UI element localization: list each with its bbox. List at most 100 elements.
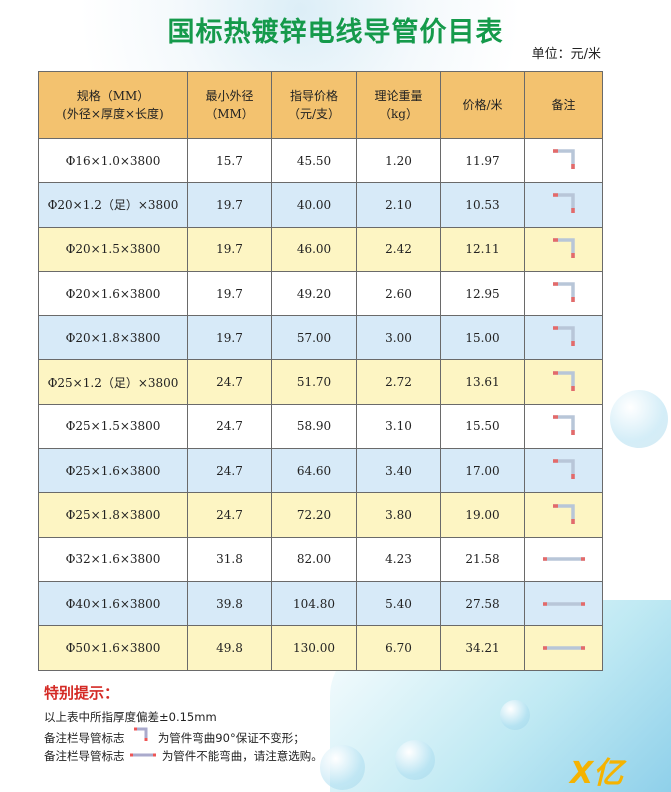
cell-weight: 3.80 (356, 492, 441, 538)
column-header: 规格（MM） (外径×厚度×长度) (38, 71, 188, 139)
bend-pipe-icon (549, 149, 579, 175)
header-text: （MM） (205, 107, 254, 121)
cell-spec: Φ20×1.5×3800 (38, 226, 188, 272)
note-line: 备注栏导管标志 为管件弯曲90°保证不变形； (44, 726, 323, 747)
note-line: 以上表中所指厚度偏差±0.15mm (44, 710, 217, 724)
brand-logo: X亿 (570, 756, 624, 791)
bend-pipe-icon (549, 503, 579, 530)
cell-price: 104.80 (271, 580, 357, 627)
cell-price: 57.00 (271, 315, 357, 361)
cell-note (524, 270, 603, 317)
bend-pipe-icon (549, 459, 579, 485)
bend-pipe-icon (549, 193, 579, 219)
cell-spec: Φ32×1.6×3800 (38, 536, 188, 582)
cell-note (524, 359, 603, 405)
column-header: 备注 (524, 71, 603, 139)
cell-per_m: 17.00 (440, 448, 525, 494)
cell-note (524, 625, 603, 671)
cell-price: 58.90 (271, 403, 357, 450)
bend-pipe-icon (549, 282, 579, 308)
column-header: 理论重量 （kg） (356, 71, 441, 139)
bend-pipe-icon (549, 326, 579, 352)
bubble-decoration (500, 700, 530, 730)
cell-weight: 1.20 (356, 137, 441, 184)
cell-weight: 5.40 (356, 580, 441, 627)
header-text: 备注 (551, 98, 576, 112)
straight-pipe-icon (541, 552, 587, 566)
bend-pipe-icon (549, 370, 579, 397)
bend-pipe-icon (549, 415, 579, 441)
cell-per_m: 27.58 (440, 580, 525, 627)
cell-od: 39.8 (187, 580, 272, 627)
cell-od: 24.7 (187, 403, 272, 450)
table-row: Φ25×1.8×3800 24.7 72.20 3.80 19.00 (38, 492, 603, 538)
cell-price: 40.00 (271, 182, 357, 228)
column-header: 指导价格 （元/支） (271, 71, 357, 139)
cell-note (524, 448, 603, 494)
cell-spec: Φ40×1.6×3800 (38, 580, 188, 627)
table-row: Φ32×1.6×3800 31.8 82.00 4.23 21.58 (38, 536, 603, 582)
cell-price: 82.00 (271, 536, 357, 582)
header-text: 理论重量 (374, 89, 423, 103)
bend-pipe-icon (134, 727, 148, 741)
cell-per_m: 12.95 (440, 270, 525, 317)
cell-spec: Φ25×1.6×3800 (38, 448, 188, 494)
cell-note (524, 137, 603, 184)
note-text: 备注栏导管标志 (44, 749, 125, 763)
cell-note (524, 226, 603, 272)
cell-per_m: 15.00 (440, 315, 525, 361)
bubble-decoration (395, 740, 435, 780)
column-header: 最小外径 （MM） (187, 71, 272, 139)
cell-note (524, 182, 603, 228)
cell-note (524, 536, 603, 582)
cell-spec: Φ25×1.2（足）×3800 (38, 359, 188, 405)
cell-spec: Φ16×1.0×3800 (38, 137, 188, 184)
table-row: Φ20×1.6×3800 19.7 49.20 2.60 12.95 (38, 270, 603, 317)
table-row: Φ25×1.5×3800 24.7 58.90 3.10 15.50 (38, 403, 603, 450)
header-text: (外径×厚度×长度) (62, 107, 164, 121)
cell-weight: 6.70 (356, 625, 441, 671)
cell-spec: Φ50×1.6×3800 (38, 625, 188, 671)
cell-od: 24.7 (187, 359, 272, 405)
table-row: Φ20×1.2（足）×3800 19.7 40.00 2.10 10.53 (38, 182, 603, 228)
cell-od: 19.7 (187, 270, 272, 317)
cell-per_m: 34.21 (440, 625, 525, 671)
cell-note (524, 315, 603, 361)
cell-note (524, 580, 603, 627)
cell-od: 24.7 (187, 492, 272, 538)
bend-pipe-icon (549, 237, 579, 264)
cell-per_m: 12.11 (440, 226, 525, 272)
column-header: 价格/米 (440, 71, 525, 139)
cell-od: 19.7 (187, 315, 272, 361)
cell-od: 31.8 (187, 536, 272, 582)
cell-price: 49.20 (271, 270, 357, 317)
bubble-decoration (610, 390, 668, 448)
cell-od: 49.8 (187, 625, 272, 671)
cell-od: 19.7 (187, 182, 272, 228)
table-row: Φ40×1.6×3800 39.8 104.80 5.40 27.58 (38, 580, 603, 627)
cell-weight: 2.72 (356, 359, 441, 405)
header-text: 价格/米 (462, 98, 503, 112)
cell-weight: 3.40 (356, 448, 441, 494)
bubble-decoration (320, 745, 365, 790)
notes-title: 特别提示： (44, 684, 120, 702)
header-text: 最小外径 (205, 89, 254, 103)
header-text: （kg） (379, 107, 418, 121)
cell-price: 130.00 (271, 625, 357, 671)
note-text: 备注栏导管标志 (44, 731, 125, 745)
cell-weight: 2.60 (356, 270, 441, 317)
note-text: 为管件弯曲90°保证不变形； (157, 731, 305, 745)
header-text: 规格（MM） (76, 89, 150, 103)
cell-per_m: 13.61 (440, 359, 525, 405)
table-row: Φ20×1.8×3800 19.7 57.00 3.00 15.00 (38, 315, 603, 361)
straight-pipe-icon (541, 597, 587, 611)
header-text: （元/支） (287, 107, 341, 121)
cell-od: 24.7 (187, 448, 272, 494)
note-text: 为管件不能弯曲，请注意选购。 (161, 749, 323, 763)
cell-per_m: 10.53 (440, 182, 525, 228)
cell-spec: Φ20×1.8×3800 (38, 315, 188, 361)
cell-price: 64.60 (271, 448, 357, 494)
cell-weight: 2.10 (356, 182, 441, 228)
cell-price: 72.20 (271, 492, 357, 538)
cell-spec: Φ25×1.5×3800 (38, 403, 188, 450)
